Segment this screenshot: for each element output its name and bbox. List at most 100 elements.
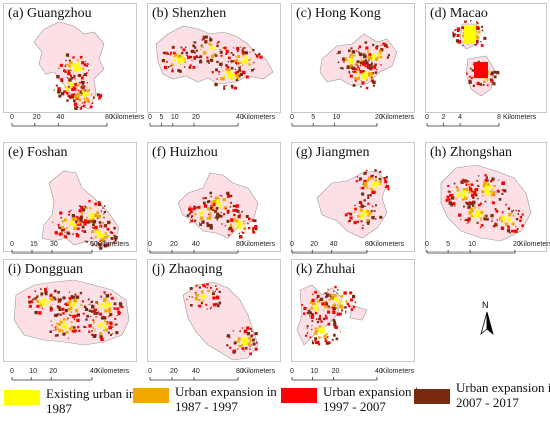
urban-patch [477,197,479,200]
urban-patch [511,229,514,233]
urban-patch [189,205,191,207]
urban-patch [77,221,81,225]
urban-patch [214,82,218,87]
scale-tick-label: 40 [236,114,244,121]
scale-unit-label: Kilometers [503,114,537,121]
urban-patch [230,223,233,226]
urban-patch [59,313,62,316]
urban-patch [58,226,61,229]
urban-patch [343,61,345,63]
panel-title: (h) Zhongshan [430,145,513,160]
urban-patch [454,29,456,31]
urban-patch [231,76,234,80]
urban-patch [362,62,366,66]
urban-patch [341,309,344,312]
urban-patch [110,296,114,300]
urban-patch [241,53,243,55]
legend-swatch-1997-2007 [281,388,317,403]
urban-patch [214,290,216,292]
urban-patch [225,71,227,74]
urban-patch [208,217,212,220]
urban-patch [209,226,213,230]
urban-patch [347,59,350,62]
urban-patch [479,83,482,86]
urban-patch [71,63,74,66]
urban-patch [333,290,335,292]
urban-patch [361,227,364,230]
urban-patch [180,46,183,49]
urban-patch [83,73,87,77]
urban-patch [103,224,108,228]
urban-patch [306,327,308,329]
urban-patch [72,298,77,302]
urban-patch [85,307,89,311]
legend-label: Urban expansion in 1987 - 1997 [175,384,277,414]
urban-patch [343,291,347,295]
urban-patch [357,215,360,218]
urban-patch [310,306,314,310]
urban-patch [65,330,69,334]
urban-patch [360,59,364,62]
urban-patch [99,312,103,316]
urban-patch [164,65,168,69]
urban-patch [68,213,70,216]
urban-patch [335,307,338,309]
urban-patch [356,68,360,71]
urban-patch [234,217,237,220]
urban-patch [194,41,197,44]
urban-patch [66,302,69,305]
urban-patch [468,75,471,78]
urban-patch [117,312,121,316]
urban-patch [28,300,32,304]
urban-patch [327,288,329,290]
urban-patch [512,209,514,212]
urban-patch [75,215,78,219]
urban-patch [113,307,116,310]
urban-patch [306,325,309,327]
urban-patch [238,75,241,78]
urban-patch [107,331,110,334]
urban-patch [91,230,94,234]
urban-patch [320,328,322,331]
urban-patch [214,210,217,213]
urban-patch [360,57,362,59]
urban-patch [504,218,507,220]
urban-patch [234,221,237,223]
urban-patch [349,63,353,67]
urban-patch [354,301,357,304]
urban-patch [357,77,360,80]
urban-patch [104,235,108,239]
urban-patch [214,216,216,219]
scale-tick-label: 80 [236,241,244,248]
urban-patch [87,63,89,65]
urban-patch [323,309,325,311]
scale-tick-label: 20 [375,114,383,121]
urban-patch [91,330,93,332]
urban-patch [201,45,204,48]
urban-patch [478,207,480,209]
urban-patch [90,105,93,109]
urban-patch [315,312,318,315]
urban-patch [372,43,375,47]
urban-patch [35,298,37,300]
urban-patch [314,327,317,330]
urban-patch [462,35,464,38]
urban-patch [249,327,252,330]
urban-patch [314,337,318,341]
urban-patch [325,301,328,304]
urban-patch [309,336,312,339]
urban-patch [106,322,109,326]
urban-patch [79,205,81,207]
urban-patch [457,40,461,44]
urban-patch [170,65,172,67]
urban-patch [474,193,478,197]
urban-patch [370,63,373,65]
urban-patch [74,329,77,333]
urban-patch [96,215,98,217]
scale-tick-label: 60 [90,241,98,248]
urban-patch [116,314,118,316]
urban-patch [477,184,480,187]
urban-patch [69,299,72,302]
urban-patch [314,290,317,294]
urban-patch [487,190,490,193]
